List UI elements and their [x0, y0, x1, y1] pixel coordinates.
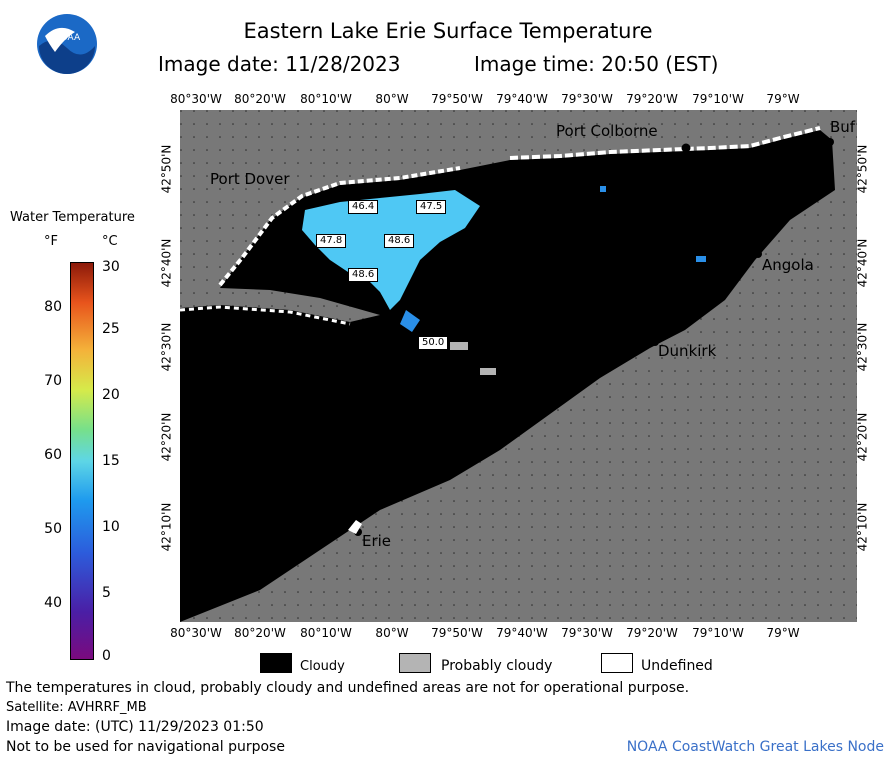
- noaa-logo-icon: NOAA: [37, 14, 97, 74]
- tick-f: 40: [44, 595, 62, 611]
- city-label: Buf: [830, 118, 856, 136]
- presque-isle: [348, 520, 362, 534]
- map-canvas: [180, 110, 857, 622]
- tick-c: 10: [102, 519, 120, 535]
- lon-label-bottom: 79°40'W: [496, 626, 548, 640]
- water-temperature-region: [302, 190, 480, 310]
- lat-label-right: 42°20'N: [855, 412, 870, 462]
- water-temperature-region: [400, 310, 420, 332]
- legend-unit-f: °F: [44, 234, 58, 249]
- temperature-value: 48.6: [348, 268, 379, 282]
- lon-label-bottom: 80°10'W: [300, 626, 352, 640]
- lat-label-left: 42°20'N: [159, 412, 174, 462]
- probably-cloudy-patch: [480, 368, 496, 375]
- coast-undefined-north: [218, 166, 461, 287]
- city-label: Dunkirk: [658, 342, 717, 360]
- lon-label-top: 79°30'W: [561, 92, 613, 106]
- disclaimer: The temperatures in cloud, probably clou…: [6, 680, 690, 696]
- key-swatch-probably-cloudy: [399, 653, 431, 673]
- lon-label-bottom: 79°W: [766, 626, 800, 640]
- page-title: Eastern Lake Erie Surface Temperature: [243, 19, 653, 43]
- tick-c: 30: [102, 259, 120, 275]
- utc-date: Image date: (UTC) 11/29/2023 01:50: [6, 719, 264, 735]
- temperature-value: 47.5: [416, 200, 447, 214]
- lon-label-bottom: 79°50'W: [431, 626, 483, 640]
- lon-label-top: 80°20'W: [234, 92, 286, 106]
- coast-undefined-north-east: [509, 126, 821, 160]
- lon-label-bottom: 79°10'W: [692, 626, 744, 640]
- lon-label-bottom: 80°30'W: [170, 626, 222, 640]
- land-spit: [330, 310, 360, 318]
- satellite: Satellite: AVHRRF_MB: [6, 700, 147, 715]
- temperature-color-bar: [70, 262, 94, 660]
- city-dot-angola: [754, 250, 762, 258]
- lon-label-top: 80°W: [375, 92, 409, 106]
- lat-label-left: 42°30'N: [159, 322, 174, 372]
- city-label: Port Dover: [210, 170, 290, 188]
- lat-label-right: 42°50'N: [855, 144, 870, 194]
- tick-c: 25: [102, 321, 120, 337]
- key-swatch-undefined: [601, 653, 633, 673]
- city-dot-buffalo: [826, 138, 834, 146]
- noaa-logo: NOAA: [35, 12, 99, 76]
- lat-label-right: 42°10'N: [855, 502, 870, 552]
- lon-label-bottom: 80°W: [375, 626, 409, 640]
- lon-label-bottom: 80°20'W: [234, 626, 286, 640]
- tick-c: 20: [102, 387, 120, 403]
- tick-c: 0: [102, 648, 111, 664]
- key-label-undefined: Undefined: [641, 658, 713, 674]
- lon-label-top: 80°30'W: [170, 92, 222, 106]
- credit: NOAA CoastWatch Great Lakes Node: [626, 739, 884, 755]
- tick-f: 60: [44, 447, 62, 463]
- lon-label-bottom: 79°20'W: [626, 626, 678, 640]
- city-label: Erie: [362, 532, 392, 550]
- water-temperature-region: [600, 186, 606, 192]
- city-dot-port-colborne: [681, 143, 691, 153]
- lon-label-top: 79°10'W: [692, 92, 744, 106]
- temperature-value: 48.6: [384, 234, 415, 248]
- tick-c: 15: [102, 453, 120, 469]
- navigation-warning: Not to be used for navigational purpose: [6, 739, 285, 755]
- city-label: Angola: [762, 256, 814, 274]
- temperature-value: 46.4: [348, 200, 379, 214]
- water-temperature-region: [696, 256, 706, 262]
- svg-text:NOAA: NOAA: [54, 33, 81, 43]
- coast-undefined-point: [180, 305, 351, 326]
- lon-label-top: 79°20'W: [626, 92, 678, 106]
- tick-c: 5: [102, 585, 111, 601]
- lat-label-left: 42°10'N: [159, 502, 174, 552]
- probably-cloudy-patch: [450, 342, 468, 350]
- lon-label-bottom: 79°30'W: [561, 626, 613, 640]
- lon-label-top: 79°W: [766, 92, 800, 106]
- temperature-value: 47.8: [316, 234, 347, 248]
- city-dot-dunkirk: [651, 338, 659, 346]
- legend-title: Water Temperature: [10, 210, 135, 225]
- tick-f: 70: [44, 373, 62, 389]
- image-time: Image time: 20:50 (EST): [474, 52, 719, 76]
- temperature-value: 50.0: [418, 336, 449, 350]
- lat-label-left: 42°40'N: [159, 238, 174, 288]
- lat-label-left: 42°50'N: [159, 144, 174, 194]
- city-label: Port Colborne: [556, 122, 658, 140]
- lon-label-top: 79°40'W: [496, 92, 548, 106]
- key-label-cloudy: Cloudy: [300, 659, 345, 674]
- lat-label-right: 42°30'N: [855, 322, 870, 372]
- tick-f: 50: [44, 521, 62, 537]
- key-label-probably-cloudy: Probably cloudy: [441, 658, 553, 674]
- tick-f: 80: [44, 299, 62, 315]
- legend-unit-c: °C: [102, 234, 118, 249]
- lat-label-right: 42°40'N: [855, 238, 870, 288]
- lon-label-top: 79°50'W: [431, 92, 483, 106]
- key-swatch-cloudy: [260, 653, 292, 673]
- lon-label-top: 80°10'W: [300, 92, 352, 106]
- image-date: Image date: 11/28/2023: [158, 52, 401, 76]
- lake-erie-map: Port Dover Port Colborne Buf Angola Dunk…: [180, 110, 857, 622]
